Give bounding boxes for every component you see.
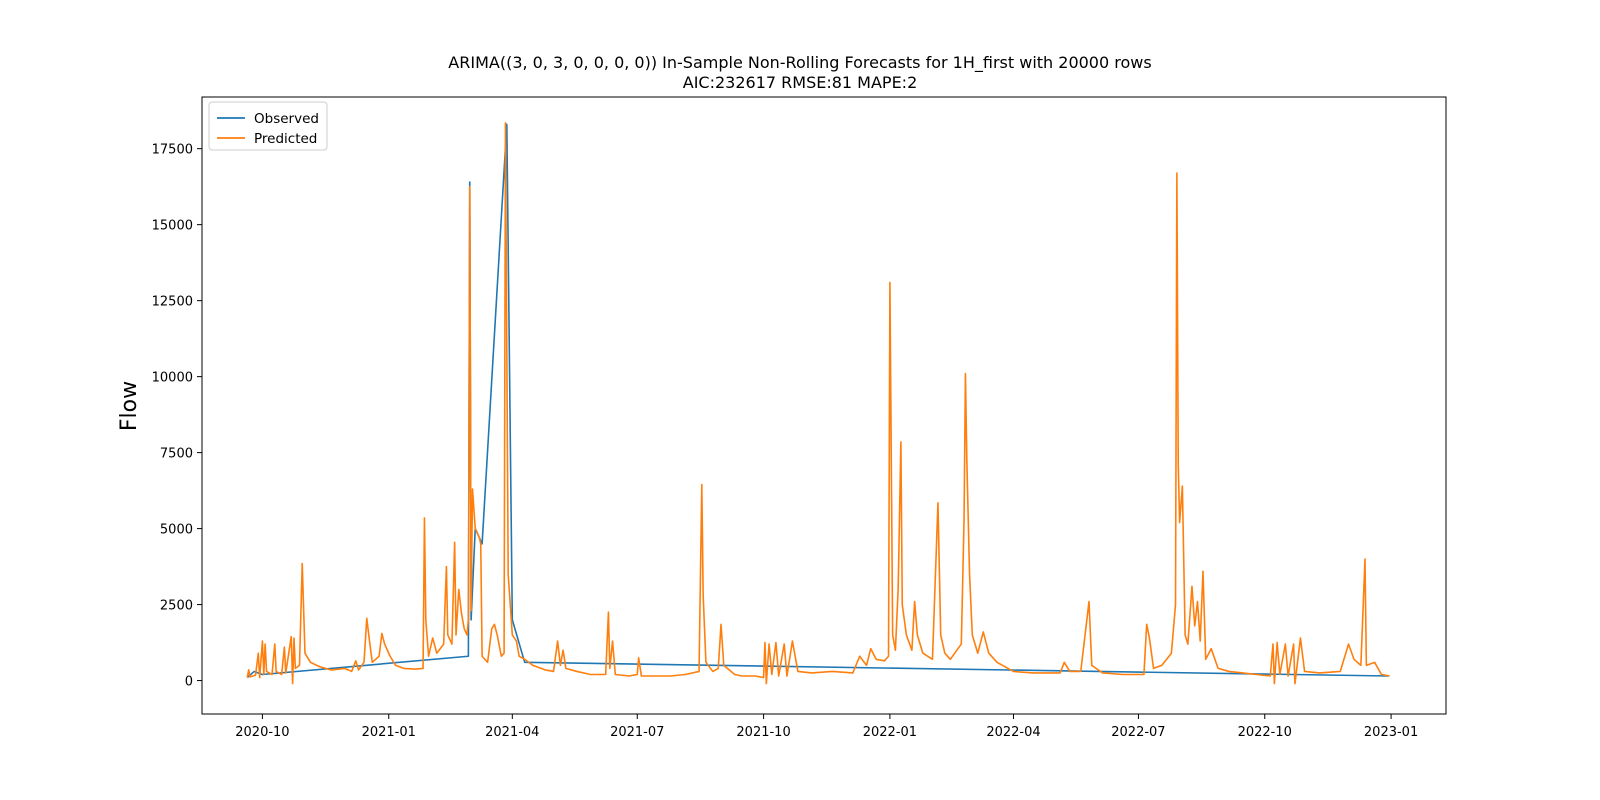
x-tick-label: 2021-07 [610,725,664,740]
y-tick-label: 0 [185,675,193,690]
legend: Observed Predicted [208,101,328,151]
y-tick-label: 12500 [152,295,193,310]
x-tick-label: 2022-01 [863,725,917,740]
x-tick-label: 2021-01 [362,725,416,740]
y-tick-label: 5000 [160,523,193,538]
axes: 2020-10 2021-01 2021-04 2021-07 2021-10 2022-… [152,96,1447,740]
legend-label-observed: Observed [254,111,319,127]
series-line-predicted [246,122,1390,685]
x-tick-label: 2021-10 [736,725,790,740]
y-tick-label: 15000 [152,219,193,234]
y-tick-label: 10000 [152,371,193,386]
legend-label-predicted: Predicted [254,131,317,147]
x-tick-label: 2023-01 [1364,725,1418,740]
chart-title: ARIMA((3, 0, 3, 0, 0, 0, 0)) In-Sample N… [448,53,1151,92]
x-tick-label: 2021-04 [485,725,539,740]
chart-subtitle-line: AIC:232617 RMSE:81 MAPE:2 [683,73,918,92]
plot-frame [201,96,1447,715]
x-tick-label: 2022-07 [1111,725,1165,740]
y-tick-label: 7500 [160,447,193,462]
x-tick-label: 2020-10 [235,725,289,740]
x-tick-label: 2022-10 [1238,725,1292,740]
y-tick-label: 17500 [152,143,193,158]
x-tick-label: 2022-04 [986,725,1040,740]
y-axis-label: Flow [117,381,142,431]
chart-title-line: ARIMA((3, 0, 3, 0, 0, 0, 0)) In-Sample N… [448,53,1151,73]
y-tick-label: 2500 [160,599,193,614]
series-line-observed [246,123,1389,679]
plot-area [246,122,1390,685]
